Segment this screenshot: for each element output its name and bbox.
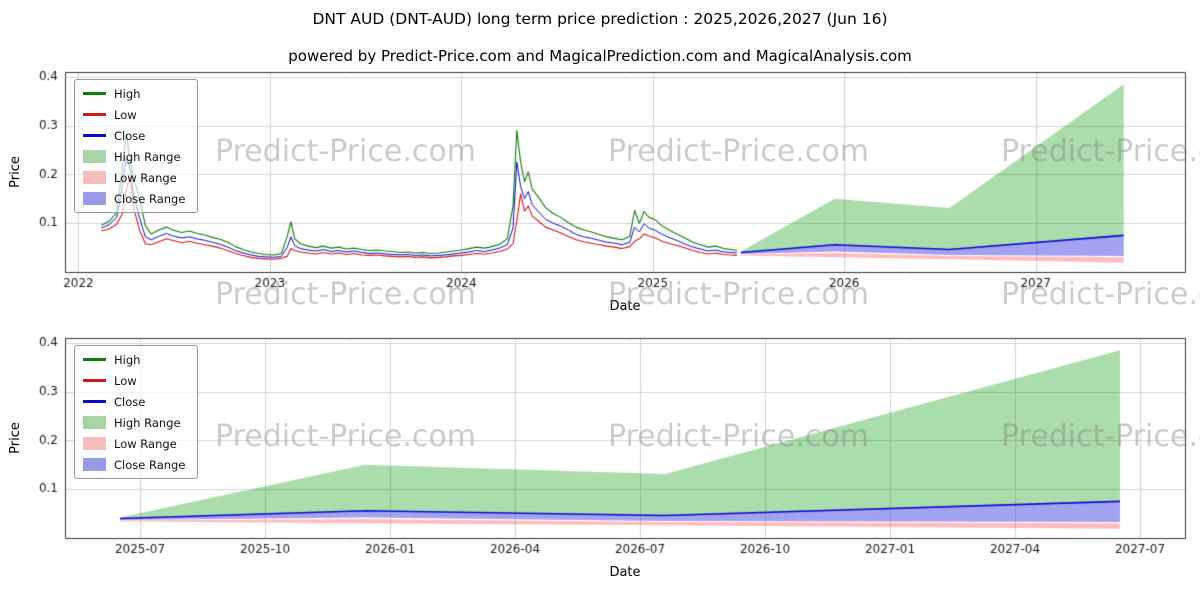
legend-item-high-range: High Range [83,149,185,164]
bottom-chart-xlabel: Date [609,565,641,580]
legend-label-close: Close [114,394,146,409]
low-swatch-icon [83,113,106,116]
legend-top: High Low Close High Range Low Range Close Ran… [74,79,199,213]
top-chart-canvas [0,62,1200,297]
legend-label-low-range: Low Range [114,170,177,185]
legend-item-high-range: High Range [83,415,185,430]
legend-bottom: High Low Close High Range Low Range Close Ran… [74,345,199,479]
legend-item-close: Close [83,394,185,409]
low-range-swatch-icon [83,437,106,450]
legend-label-low: Low [114,107,137,122]
legend-item-close-range: Close Range [83,457,185,472]
legend-label-close-range: Close Range [114,191,186,206]
low-range-swatch-icon [83,171,106,184]
page-subtitle: powered by Predict-Price.com and Magical… [288,47,912,65]
legend-label-close-range: Close Range [114,457,186,472]
legend-label-high: High [114,352,141,367]
legend-item-low-range: Low Range [83,436,185,451]
low-swatch-icon [83,379,106,382]
legend-item-high: High [83,352,185,367]
high-swatch-icon [83,92,106,95]
legend-label-high-range: High Range [114,415,181,430]
legend-item-low: Low [83,107,185,122]
high-range-swatch-icon [83,416,106,429]
close-range-swatch-icon [83,192,106,205]
close-swatch-icon [83,400,106,403]
legend-label-high: High [114,86,141,101]
close-range-swatch-icon [83,458,106,471]
page-title: DNT AUD (DNT-AUD) long term price predic… [312,10,888,28]
legend-label-low: Low [114,373,137,388]
legend-label-high-range: High Range [114,149,181,164]
legend-item-low: Low [83,373,185,388]
legend-label-low-range: Low Range [114,436,177,451]
high-range-swatch-icon [83,150,106,163]
high-swatch-icon [83,358,106,361]
legend-item-high: High [83,86,185,101]
legend-item-low-range: Low Range [83,170,185,185]
close-swatch-icon [83,134,106,137]
bottom-chart-canvas [0,328,1200,563]
legend-label-close: Close [114,128,146,143]
legend-item-close: Close [83,128,185,143]
top-chart-xlabel: Date [609,299,641,314]
legend-item-close-range: Close Range [83,191,185,206]
